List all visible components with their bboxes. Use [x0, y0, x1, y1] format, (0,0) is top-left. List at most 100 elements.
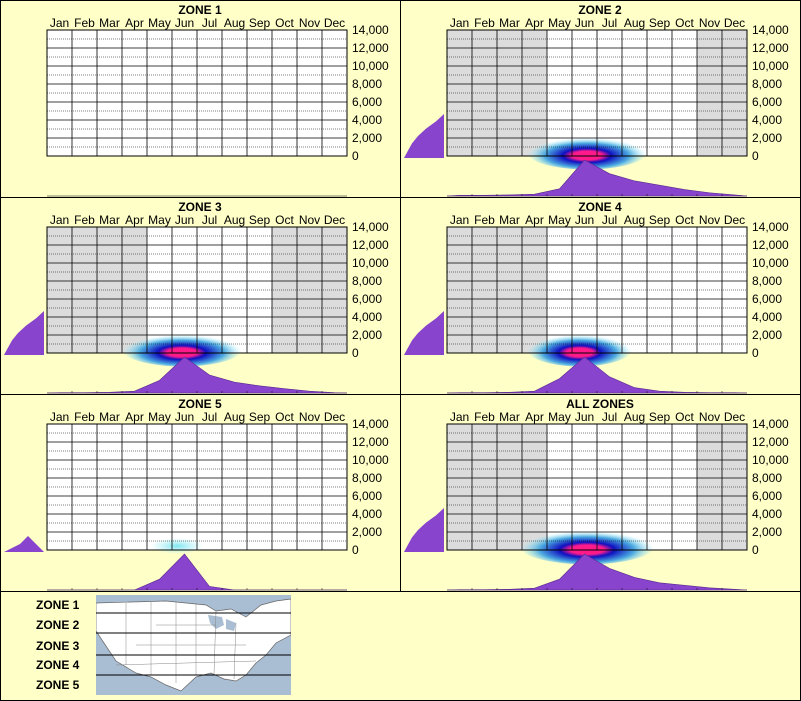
shaded-month: [72, 227, 97, 353]
month-label: Dec: [324, 16, 345, 30]
month-label: Apr: [525, 213, 544, 227]
elevation-profile: [4, 536, 44, 552]
shaded-month: [472, 227, 497, 353]
month-label: Mar: [99, 213, 120, 227]
month-label: Jul: [202, 16, 217, 30]
y-tick-label: 10,000: [352, 453, 389, 467]
y-tick-label: 4,000: [352, 310, 382, 324]
y-tick-label: 4,000: [752, 113, 782, 127]
legend-zone-5: ZONE 5: [36, 678, 80, 692]
month-label: Apr: [125, 213, 144, 227]
plot-border: [46, 29, 348, 157]
y-tick-label: 2,000: [352, 328, 382, 342]
shaded-month: [472, 30, 497, 156]
y-tick-label: 2,000: [352, 525, 382, 539]
y-tick-label: 6,000: [752, 95, 782, 109]
month-label: May: [148, 410, 171, 424]
shaded-month: [722, 30, 747, 156]
month-label: Apr: [525, 410, 544, 424]
y-tick-label: 10,000: [352, 256, 389, 270]
y-tick-label: 14,000: [352, 220, 389, 234]
y-tick-label: 14,000: [752, 23, 789, 37]
month-label: Aug: [224, 16, 245, 30]
month-label: Jun: [575, 410, 594, 424]
y-tick-label: 12,000: [752, 41, 789, 55]
month-label: May: [548, 213, 571, 227]
y-tick-label: 0: [752, 543, 759, 557]
heat-hotspot: [150, 538, 204, 554]
heat-hotspot: [122, 331, 242, 367]
chart-title: ZONE 3: [178, 200, 222, 214]
y-tick-label: 2,000: [352, 131, 382, 145]
month-label: Apr: [525, 16, 544, 30]
map-state-lines: [115, 602, 257, 683]
y-tick-label: 6,000: [352, 95, 382, 109]
month-label: Jul: [202, 213, 217, 227]
chart-panel: ZONE 3 Jan Feb Mar Apr May Jun Jul Aug Sep Oct Nov D…: [4, 200, 389, 394]
y-tick-label: 6,000: [752, 292, 782, 306]
month-label: Dec: [724, 410, 745, 424]
y-tick-label: 8,000: [752, 274, 782, 288]
chart-title: ZONE 2: [578, 3, 622, 17]
month-label: Nov: [699, 16, 720, 30]
legend-zone-2: ZONE 2: [36, 618, 80, 632]
month-label: Aug: [624, 410, 645, 424]
month-label: Jun: [575, 16, 594, 30]
legend-zone-4: ZONE 4: [36, 658, 80, 672]
month-label: Jun: [575, 213, 594, 227]
heat-hotspot: [527, 134, 647, 170]
month-label: Dec: [324, 213, 345, 227]
month-label: May: [548, 410, 571, 424]
elevation-profile: [404, 508, 444, 552]
shaded-month: [522, 424, 547, 550]
y-tick-label: 0: [352, 346, 359, 360]
heat-hotspot: [519, 527, 655, 565]
plot-border: [46, 423, 348, 551]
chart-panel: ZONE 2 Jan Feb Mar Apr May Jun Jul Aug Sep Oct Nov D…: [404, 3, 789, 197]
month-label: Jan: [450, 213, 469, 227]
month-label: May: [548, 16, 571, 30]
y-tick-label: 0: [752, 149, 759, 163]
plot-border: [46, 226, 348, 354]
y-tick-label: 10,000: [752, 256, 789, 270]
y-tick-label: 12,000: [352, 41, 389, 55]
y-tick-label: 0: [352, 543, 359, 557]
seasonal-profile: [446, 356, 748, 394]
month-label: Jan: [50, 410, 69, 424]
month-label: Jan: [450, 16, 469, 30]
elevation-profile: [404, 114, 444, 158]
month-label: Aug: [624, 16, 645, 30]
zone-legend: ZONE 1 ZONE 2 ZONE 3 ZONE 4 ZONE 5: [0, 592, 801, 701]
month-label: Jul: [602, 16, 617, 30]
y-tick-label: 8,000: [352, 274, 382, 288]
shaded-month: [722, 424, 747, 550]
y-tick-label: 0: [752, 346, 759, 360]
month-label: Feb: [74, 213, 95, 227]
month-label: Feb: [474, 16, 495, 30]
month-label: Mar: [99, 16, 120, 30]
month-label: Feb: [474, 213, 495, 227]
y-tick-label: 12,000: [352, 238, 389, 252]
month-label: Dec: [324, 410, 345, 424]
heat-hotspot: [527, 331, 632, 367]
y-tick-label: 12,000: [752, 238, 789, 252]
legend-zone-3: ZONE 3: [36, 639, 80, 653]
y-tick-label: 2,000: [752, 525, 782, 539]
shaded-month: [322, 227, 347, 353]
chart-title: ZONE 1: [178, 3, 222, 17]
y-tick-label: 2,000: [752, 328, 782, 342]
month-label: Oct: [275, 16, 294, 30]
y-tick-label: 0: [352, 149, 359, 163]
y-tick-label: 10,000: [352, 59, 389, 73]
month-label: Jul: [602, 410, 617, 424]
seasonal-profile: [446, 159, 748, 197]
month-label: Nov: [299, 410, 320, 424]
y-tick-label: 12,000: [352, 435, 389, 449]
month-label: Oct: [675, 16, 694, 30]
map-zone-lines: [96, 612, 291, 676]
month-label: Oct: [675, 410, 694, 424]
y-tick-label: 14,000: [352, 23, 389, 37]
legend-zone-1: ZONE 1: [36, 598, 80, 612]
month-label: Sep: [649, 410, 671, 424]
month-label: Aug: [224, 410, 245, 424]
